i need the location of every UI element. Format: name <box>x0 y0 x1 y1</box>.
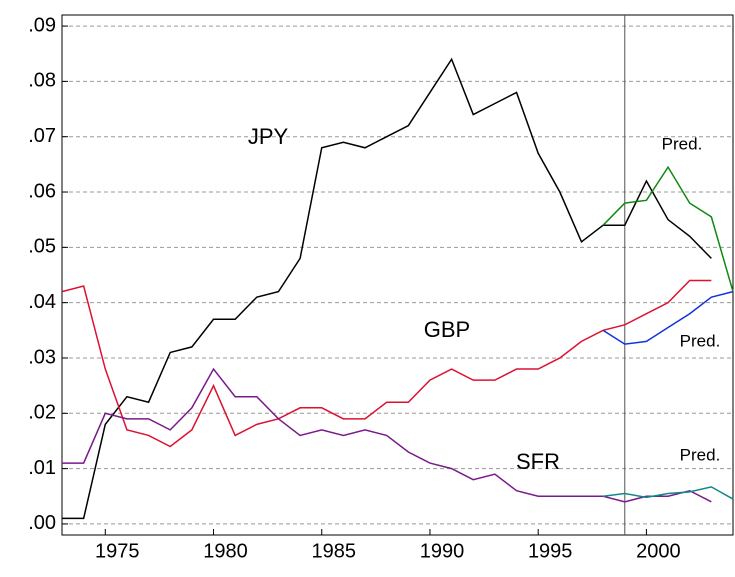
y-tick-label: .01 <box>28 457 56 479</box>
y-tick-label: .05 <box>28 236 56 258</box>
y-tick-label: .09 <box>28 14 56 36</box>
series-label: SFR <box>516 449 560 474</box>
x-tick-label: 1985 <box>311 540 356 562</box>
series-line <box>602 165 734 292</box>
x-tick-label: 1990 <box>420 540 465 562</box>
series-label: GBP <box>424 317 470 342</box>
y-tick-label: .04 <box>28 291 56 313</box>
series-line <box>602 290 734 345</box>
y-tick-label: .03 <box>28 346 56 368</box>
x-tick-label: 1995 <box>528 540 573 562</box>
x-tick-label: 2000 <box>636 540 681 562</box>
x-tick-label: 1975 <box>95 540 140 562</box>
x-tick-label: 1980 <box>203 540 248 562</box>
series-line <box>603 486 734 500</box>
series-label: JPY <box>248 124 289 149</box>
y-tick-label: .00 <box>28 512 56 534</box>
series-line <box>62 57 712 520</box>
y-tick-label: .06 <box>28 180 56 202</box>
y-tick-label: .08 <box>28 70 56 92</box>
series-label: Pred. <box>680 331 721 350</box>
series-line <box>62 367 712 503</box>
series-line <box>61 279 712 448</box>
y-tick-label: .07 <box>28 125 56 147</box>
series-label: Pred. <box>680 445 721 464</box>
y-tick-label: .02 <box>28 402 56 424</box>
series-label: Pred. <box>662 134 703 153</box>
plot-frame <box>61 14 734 536</box>
